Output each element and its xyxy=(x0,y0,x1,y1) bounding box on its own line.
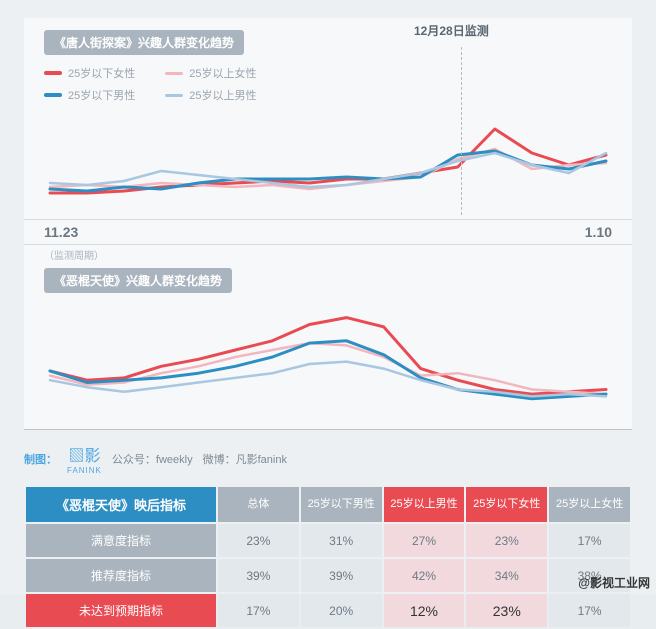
chart2-svg xyxy=(44,293,612,421)
table-cell: 17% xyxy=(549,594,630,627)
legend-label: 25岁以上男性 xyxy=(189,87,256,103)
chart1-vline xyxy=(461,47,462,215)
table-col-header: 25岁以下男性 xyxy=(301,487,382,522)
legend-swatch xyxy=(165,94,183,97)
logo-icon: ▧影 xyxy=(68,442,100,466)
table-cell: 31% xyxy=(301,524,382,557)
legend-swatch xyxy=(44,71,62,75)
table-title: 《恶棍天使》映后指标 xyxy=(26,487,216,522)
table-cell: 42% xyxy=(384,559,465,592)
legend-swatch xyxy=(165,72,183,75)
attr-weibo: 微博：凡影fanink xyxy=(203,451,287,467)
chart2-title: 《恶棍天使》兴趣人群变化趋势 xyxy=(44,268,232,293)
chart1-svg xyxy=(44,103,612,215)
container: 12月28日监测 《唐人街探案》兴趣人群变化趋势 25岁以下女性 25岁以上女性 xyxy=(0,0,656,595)
charts-panel: 12月28日监测 《唐人街探案》兴趣人群变化趋势 25岁以下女性 25岁以上女性 xyxy=(24,18,632,430)
table-row-label: 满意度指标 xyxy=(26,524,216,557)
attr-wechat: 公众号：fweekly xyxy=(112,451,193,467)
legend-item: 25岁以上女性 xyxy=(165,65,256,81)
date-right: 1.10 xyxy=(585,224,612,240)
legend-label: 25岁以下女性 xyxy=(68,65,135,81)
legend-label: 25岁以上女性 xyxy=(189,65,256,81)
chart1-annotation: 12月28日监测 xyxy=(414,22,489,39)
table-cell: 34% xyxy=(466,559,547,592)
table-row-label: 未达到预期指标 xyxy=(26,594,216,627)
attribution: 制图： ▧影 FANINK 公众号：fweekly 微博：凡影fanink xyxy=(24,442,632,475)
table-cell: 12% xyxy=(384,594,465,627)
table-cell: 23% xyxy=(466,594,547,627)
legend-item: 25岁以下女性 xyxy=(44,65,135,81)
table-cell: 27% xyxy=(384,524,465,557)
date-left: 11.23 xyxy=(44,224,78,240)
fanink-logo: ▧影 FANINK xyxy=(67,442,102,475)
period-note: （监测周期） xyxy=(24,245,632,268)
table-cell: 23% xyxy=(218,524,299,557)
legend-item: 25岁以下男性 xyxy=(44,87,135,103)
legend-item: 25岁以上男性 xyxy=(165,87,256,103)
table-col-header: 25岁以下女性 xyxy=(466,487,547,522)
table-cell: 23% xyxy=(466,524,547,557)
table-cell: 39% xyxy=(218,559,299,592)
watermark: @影视工业网 xyxy=(578,574,650,591)
legend-label: 25岁以下男性 xyxy=(68,87,135,103)
logo-sub: FANINK xyxy=(67,466,102,475)
table-cell: 17% xyxy=(549,524,630,557)
chart-1: 12月28日监测 《唐人街探案》兴趣人群变化趋势 25岁以下女性 25岁以上女性 xyxy=(24,18,632,219)
table-cell: 17% xyxy=(218,594,299,627)
chart-2: 《恶棍天使》兴趣人群变化趋势 xyxy=(24,268,632,429)
chart1-legend: 25岁以下女性 25岁以上女性 25岁以下男性 25岁以上男性 xyxy=(44,65,612,103)
legend-swatch xyxy=(44,93,62,97)
date-axis: 11.23 1.10 xyxy=(24,219,632,245)
table-col-header: 总体 xyxy=(218,487,299,522)
table-cell: 39% xyxy=(301,559,382,592)
table-col-header: 25岁以上男性 xyxy=(384,487,465,522)
table-cell: 20% xyxy=(301,594,382,627)
table-row-label: 推荐度指标 xyxy=(26,559,216,592)
metrics-table: 《恶棍天使》映后指标总体25岁以下男性25岁以上男性25岁以下女性25岁以上女性… xyxy=(24,485,632,629)
chart1-title: 《唐人街探案》兴趣人群变化趋势 xyxy=(44,30,244,55)
table-col-header: 25岁以上女性 xyxy=(549,487,630,522)
attr-label: 制图： xyxy=(24,451,57,467)
